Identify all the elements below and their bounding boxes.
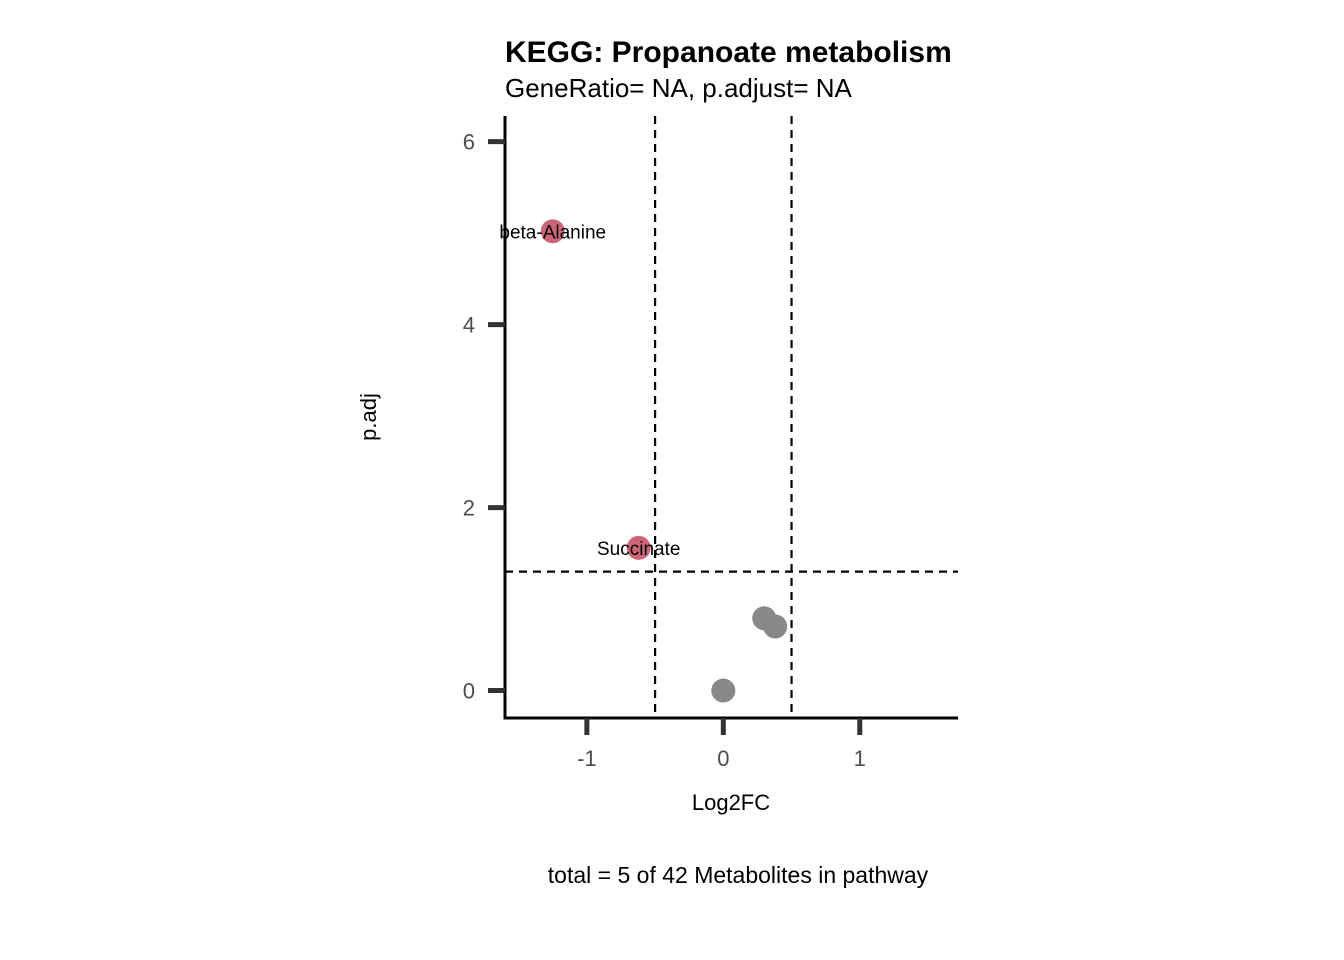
x-tick-label-2: 1 — [854, 746, 866, 771]
y-tick-label-2: 4 — [463, 313, 475, 338]
data-point-0 — [540, 219, 565, 244]
chart-subtitle: GeneRatio= NA, p.adjust= NA — [505, 73, 853, 103]
point-labels: beta-Alanine Succinate — [499, 222, 680, 560]
point-label-1: Succinate — [597, 539, 680, 560]
chart-caption: total = 5 of 42 Metabolites in pathway — [548, 862, 929, 888]
reference-lines — [505, 116, 958, 718]
axes — [503, 116, 958, 720]
y-axis-title: p.adj — [356, 393, 381, 441]
x-axis-title: Log2FC — [692, 790, 770, 815]
x-tick-label-1: 0 — [717, 746, 729, 771]
data-point-3 — [763, 614, 788, 639]
y-tick-label-3: 6 — [463, 130, 475, 155]
y-tick-label-1: 2 — [463, 496, 475, 521]
data-point-4 — [711, 678, 736, 703]
point-label-0: beta-Alanine — [499, 222, 606, 243]
data-points — [540, 219, 788, 703]
data-point-1 — [626, 535, 651, 560]
axis-ticks: -1 0 1 0 2 4 6 — [463, 130, 866, 771]
chart-title: KEGG: Propanoate metabolism — [505, 36, 952, 69]
x-tick-label-0: -1 — [577, 746, 597, 771]
y-tick-label-0: 0 — [463, 679, 475, 704]
